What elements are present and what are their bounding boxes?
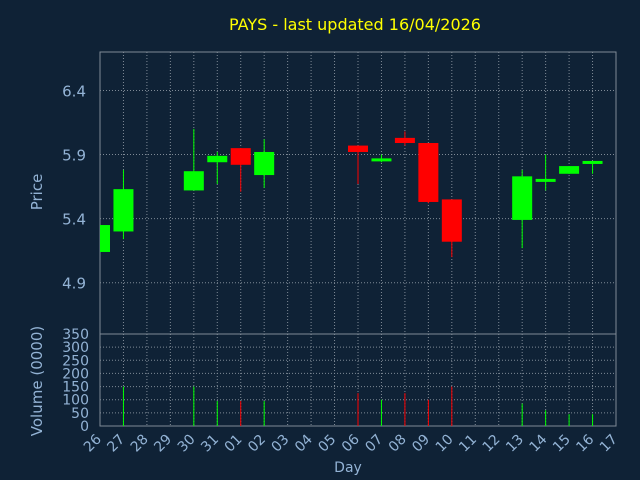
candle-body bbox=[512, 176, 533, 220]
price-axis-label: Price bbox=[28, 174, 46, 211]
x-axis-label: Day bbox=[334, 460, 362, 476]
price-tick-label: 5.4 bbox=[62, 211, 86, 229]
volume-axis-label: Volume (0000) bbox=[28, 326, 46, 436]
candle-body bbox=[418, 143, 439, 202]
price-tick-label: 6.4 bbox=[62, 82, 86, 100]
price-tick-label: 4.9 bbox=[62, 275, 86, 293]
candle-body bbox=[559, 166, 580, 174]
volume-tick-label: 300 bbox=[62, 340, 89, 356]
volume-tick-label: 350 bbox=[62, 327, 89, 343]
candle-body bbox=[230, 148, 251, 165]
chart-title: PAYS - last updated 16/04/2026 bbox=[229, 15, 481, 34]
candle-body bbox=[100, 225, 110, 252]
x-axis-ticks: 26 27 28 29 30 31 01 02 03 04 05 06 07 08 09 10 11 12 13 14… bbox=[81, 431, 621, 455]
candle-body bbox=[394, 137, 415, 144]
candle-body bbox=[254, 151, 275, 176]
candles bbox=[100, 128, 603, 258]
volume-tick-label: 0 bbox=[80, 419, 89, 435]
candle-body bbox=[183, 171, 204, 191]
candle-body bbox=[582, 160, 603, 164]
candle-body bbox=[348, 145, 368, 152]
volume-tick-label: 250 bbox=[62, 353, 89, 369]
volume-tick-label: 50 bbox=[71, 406, 89, 422]
volume-tick-label: 100 bbox=[62, 393, 89, 409]
candle-body bbox=[441, 199, 462, 242]
volume-bars bbox=[122, 386, 594, 426]
candle-body bbox=[535, 178, 556, 182]
volume-tick-label: 200 bbox=[62, 366, 89, 382]
candle-body bbox=[113, 189, 134, 232]
price-panel: 4.9 5.4 5.9 6.4 bbox=[62, 51, 617, 426]
candle-body bbox=[371, 158, 392, 162]
volume-tick-label: 150 bbox=[62, 380, 89, 396]
candle-body bbox=[207, 155, 228, 163]
price-tick-label: 5.9 bbox=[62, 147, 86, 165]
